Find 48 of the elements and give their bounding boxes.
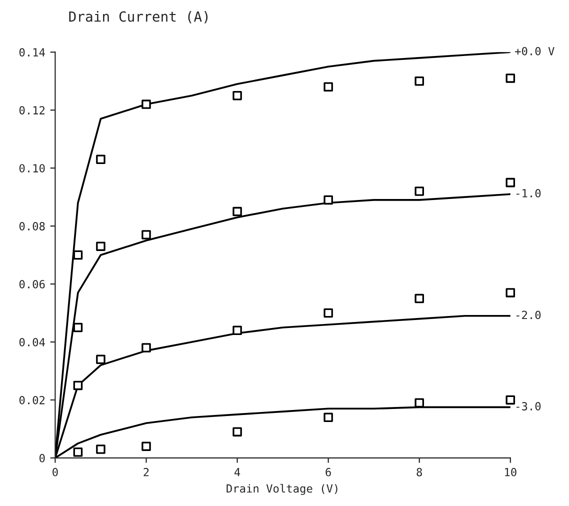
point [142, 442, 151, 451]
point [73, 322, 83, 332]
point [96, 444, 106, 454]
point [232, 427, 242, 436]
y-tick-label: 0.10 [19, 164, 45, 172]
point [414, 186, 424, 196]
point [506, 395, 516, 405]
point [73, 380, 83, 390]
point [506, 178, 516, 188]
y-tick-label: 0.04 [19, 338, 45, 346]
y-tick-label: 0 [40, 454, 45, 462]
series-label: +0.0 V [515, 46, 554, 56]
point [232, 206, 242, 216]
point [142, 343, 151, 352]
point [142, 230, 151, 240]
x-tick-label: 4 [234, 468, 240, 476]
point [414, 76, 424, 86]
point [96, 154, 106, 164]
point [96, 354, 106, 364]
series-label: -3.0 [516, 402, 541, 410]
x-axis-title: Drain Voltage (V) [226, 484, 338, 495]
point [96, 242, 106, 251]
x-tick-label: 2 [144, 468, 149, 476]
series-label: -2.0 [516, 310, 541, 320]
point [232, 90, 242, 100]
point [232, 326, 242, 336]
point [142, 100, 151, 109]
y-tick-label: 0.06 [19, 280, 45, 288]
point [506, 288, 516, 298]
point [506, 74, 516, 83]
point [73, 250, 83, 260]
point [324, 308, 333, 318]
x-tick-label: 6 [326, 468, 331, 476]
point [414, 294, 424, 304]
x-tick-label: 8 [416, 468, 422, 476]
point [73, 447, 83, 457]
x-tick-label: 0 [52, 468, 58, 476]
series-label: -1.0 [516, 189, 541, 198]
x-tick-label: 10 [505, 468, 516, 476]
chart-title: Drain Current (A) [69, 11, 208, 24]
point [414, 398, 424, 408]
y-tick-label: 0.14 [19, 48, 45, 57]
point [324, 412, 333, 422]
y-tick-label: 0.12 [19, 106, 45, 114]
y-tick-label: 0.08 [19, 222, 45, 230]
point [324, 195, 333, 205]
y-tick-label: 0.02 [19, 396, 45, 404]
point [324, 82, 333, 92]
